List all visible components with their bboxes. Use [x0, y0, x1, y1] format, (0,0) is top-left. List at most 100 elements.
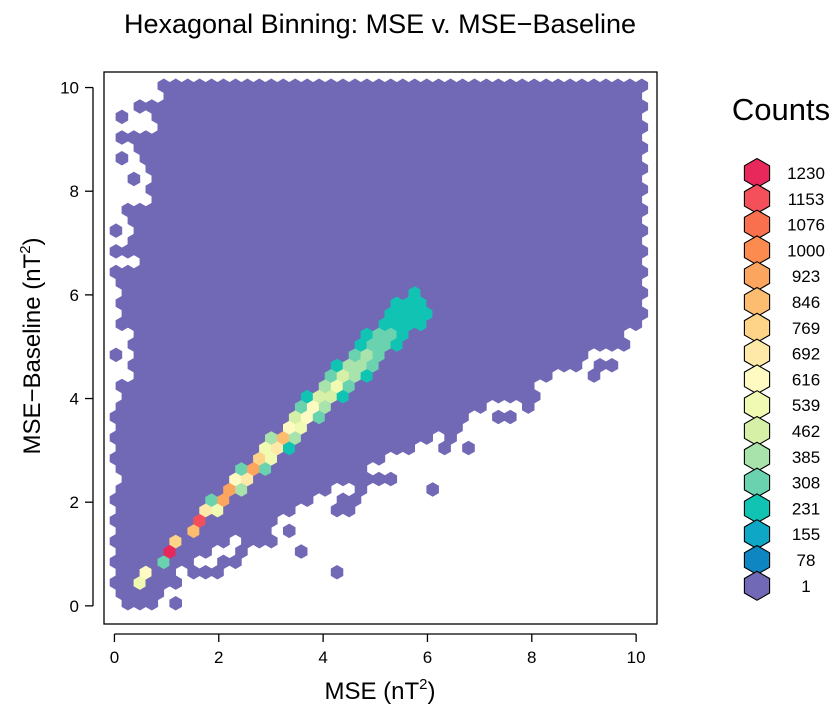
hex-cell: [306, 337, 320, 352]
hex-cell: [408, 430, 421, 445]
hex-cell: [551, 244, 565, 259]
hex-cell: [629, 192, 643, 207]
hex-cell: [181, 244, 194, 259]
hex-cell: [545, 213, 559, 228]
hex-cell: [635, 78, 649, 93]
hex-cell: [229, 389, 242, 404]
hex-cell: [151, 523, 165, 539]
hex-cell: [121, 389, 135, 404]
hex-cell: [468, 285, 481, 300]
hex-cell: [306, 358, 320, 373]
hex-cell: [294, 192, 308, 207]
hex-cell: [551, 78, 565, 93]
hex-cell: [145, 202, 159, 218]
hex-cell: [253, 182, 266, 197]
hex-cell: [288, 223, 302, 238]
hex-cell: [504, 78, 517, 93]
hex-cell: [432, 306, 445, 321]
hex-cell: [348, 306, 362, 321]
hex-cell: [163, 192, 176, 207]
hex-cell: [617, 192, 631, 207]
hex-cell: [474, 192, 487, 207]
hex-cell: [187, 254, 200, 269]
hex-cell: [300, 161, 314, 176]
hex-cell: [360, 223, 374, 238]
hex-cell: [342, 151, 356, 166]
hex-cell: [145, 368, 159, 383]
hex-cell: [277, 244, 290, 259]
hex-cell: [528, 264, 541, 280]
hex-cell: [587, 78, 601, 93]
hex-cell: [593, 151, 607, 166]
hex-cell: [199, 171, 212, 187]
hex-cell: [127, 130, 141, 145]
hex-cell: [169, 451, 182, 466]
hex-cell: [283, 295, 296, 311]
hex-cell: [157, 161, 170, 176]
hex-cell: [253, 244, 266, 259]
hex-cell: [157, 409, 170, 425]
hex-cell: [324, 202, 338, 218]
hex-cell: [277, 306, 290, 321]
hex-cell: [426, 275, 439, 290]
hex-cell: [229, 244, 242, 259]
hex-cell: [456, 140, 469, 156]
hex-cell: [288, 140, 302, 156]
hex-cell: [402, 130, 415, 145]
hex-cell: [157, 223, 170, 238]
hex-cell: [115, 523, 129, 539]
hex-cell: [581, 88, 595, 104]
hex-cell: [462, 316, 475, 332]
hex-cell: [623, 99, 637, 114]
hex-cell: [241, 409, 254, 425]
hex-cell: [109, 264, 123, 280]
hex-cell: [599, 285, 613, 300]
hex-cell: [414, 337, 427, 352]
hex-cell: [175, 440, 188, 456]
hex-cell: [324, 347, 338, 363]
hex-cell: [169, 99, 182, 114]
hex-cell: [169, 389, 182, 404]
hex-cell: [336, 451, 350, 466]
hex-cell: [271, 151, 284, 166]
hex-cell: [193, 492, 206, 507]
hex-cell: [492, 368, 505, 383]
hex-cell: [330, 565, 344, 580]
hex-cell: [480, 264, 493, 280]
hex-cell: [545, 295, 559, 311]
hex-cell: [265, 347, 278, 363]
hex-cell: [288, 244, 302, 259]
hex-cell: [390, 130, 404, 145]
hex-cell: [139, 565, 153, 580]
hex-cell: [247, 130, 260, 145]
hex-cell: [199, 358, 212, 373]
hex-cell: [229, 326, 242, 342]
hex-cell: [402, 440, 415, 456]
hex-cell: [635, 285, 649, 300]
hex-cell: [474, 378, 487, 394]
hex-cell: [133, 451, 147, 466]
hex-cell: [432, 182, 445, 197]
hex-cell: [336, 326, 350, 342]
hex-cell: [569, 151, 583, 166]
hex-cell: [528, 182, 541, 197]
hex-cell: [539, 202, 553, 218]
x-tick-label: 8: [527, 648, 536, 667]
hex-cell: [516, 347, 529, 363]
hex-cell: [145, 554, 159, 570]
hex-cell: [306, 316, 320, 332]
hex-cell: [581, 213, 595, 228]
legend-swatch: [743, 519, 771, 550]
hex-cell: [265, 244, 278, 259]
hex-cell: [121, 306, 135, 321]
hex-cell: [306, 420, 320, 435]
hex-cell: [342, 502, 356, 518]
hex-cell: [318, 378, 332, 394]
hex-cell: [468, 368, 481, 383]
hex-cell: [211, 461, 224, 476]
hex-cell: [611, 244, 625, 259]
hex-cell: [611, 140, 625, 156]
hex-cell: [318, 130, 332, 145]
hex-cell: [516, 389, 529, 404]
hex-cell: [575, 285, 589, 300]
